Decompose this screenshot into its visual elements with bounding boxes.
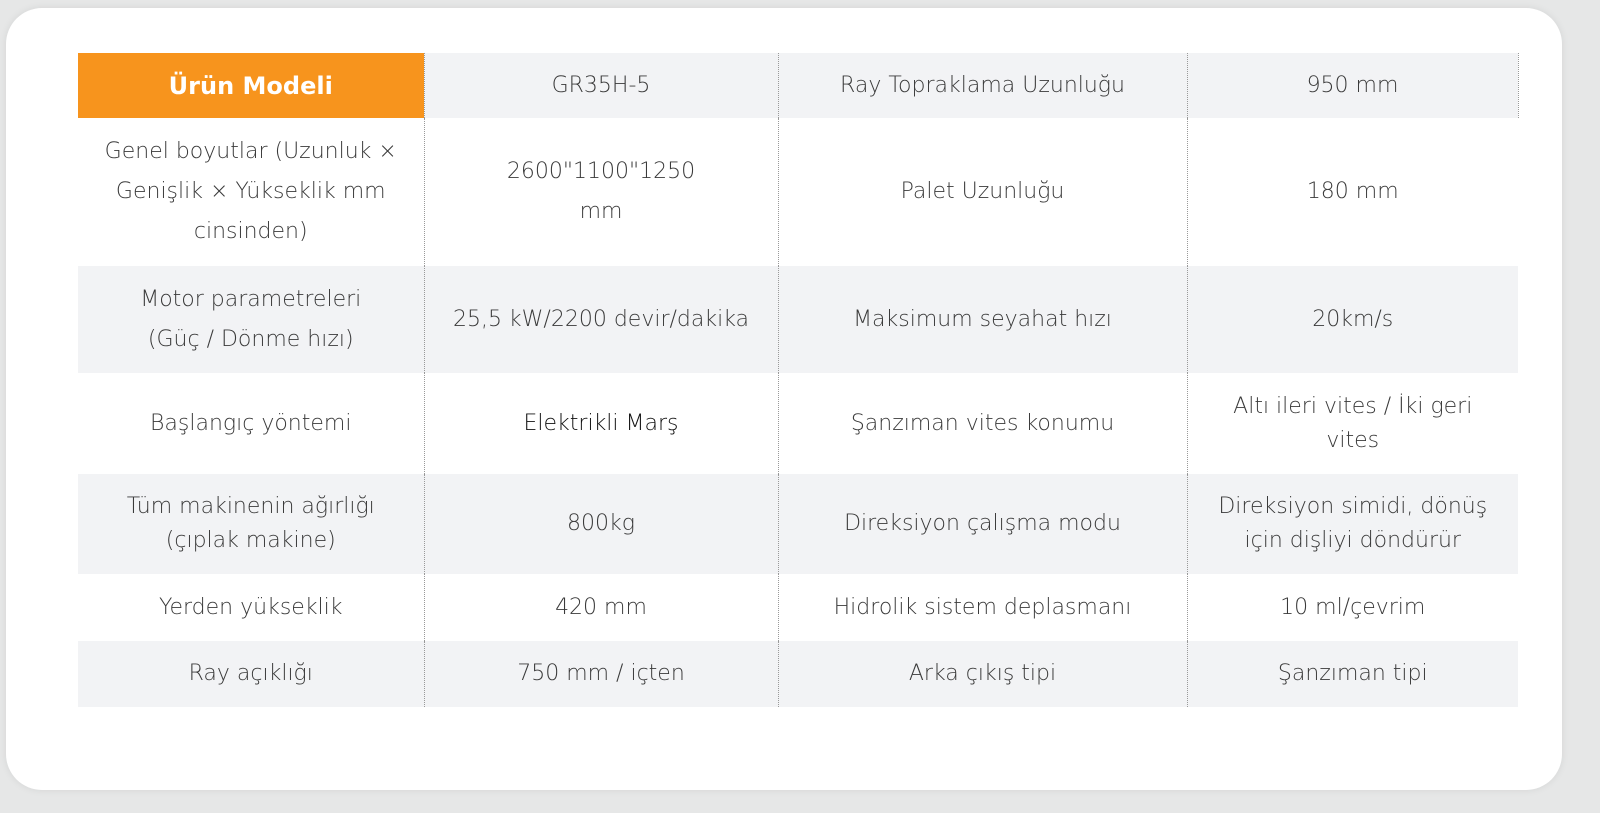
cell-value: 2600"1100"1250 mm bbox=[423, 118, 778, 266]
spec-table: Ürün Modeli GR35H-5 Ray Topraklama Uzunl… bbox=[78, 53, 1519, 707]
cell-label: Palet Uzunluğu bbox=[777, 118, 1187, 266]
cell-label: Hidrolik sistem deplasmanı bbox=[777, 574, 1187, 641]
cell-value: 20km/s bbox=[1186, 266, 1518, 373]
cell-value: 950 mm bbox=[1186, 53, 1519, 118]
cell-value: 420 mm bbox=[423, 574, 778, 641]
cell-value: 10 ml/çevrim bbox=[1186, 574, 1518, 641]
product-model-header: Ürün Modeli bbox=[78, 53, 424, 118]
table-row: Motor parametreleri (Güç / Dönme hızı) 2… bbox=[78, 266, 1518, 373]
cell-value: 800kg bbox=[423, 474, 778, 574]
cell-label: Başlangıç yöntemi bbox=[150, 410, 352, 436]
cell-label: Motor parametreleri (Güç / Dönme hızı) bbox=[78, 266, 424, 373]
cell-value: Şanzıman tipi bbox=[1186, 641, 1518, 707]
spec-card: Ürün Modeli GR35H-5 Ray Topraklama Uzunl… bbox=[6, 8, 1562, 790]
cell-label: Arka çıkış tipi bbox=[777, 641, 1187, 707]
table-row: Başlangıç yöntemi Elektrikli Marş Şanzım… bbox=[78, 373, 1518, 474]
cell-value: 750 mm / içten bbox=[423, 641, 778, 707]
cell-value: Elektrikli Marş bbox=[423, 373, 778, 474]
cell-value: Direksiyon simidi, dönüş için dişliyi dö… bbox=[1186, 474, 1518, 574]
cell-label: Genel boyutlar (Uzunluk × Genişlik × Yük… bbox=[104, 139, 397, 244]
table-row: Genel boyutlar (Uzunluk × Genişlik × Yük… bbox=[78, 118, 1518, 266]
cell-label: Ray açıklığı bbox=[78, 641, 424, 707]
table-row: Yerden yükseklik 420 mm Hidrolik sistem … bbox=[78, 574, 1518, 641]
cell-value: GR35H-5 bbox=[423, 53, 778, 118]
cell-value: Altı ileri vites / İki geri vites bbox=[1186, 373, 1518, 474]
cell-label: Ray Topraklama Uzunluğu bbox=[777, 53, 1187, 118]
cell-value: 25,5 kW/2200 devir/dakika bbox=[423, 266, 778, 373]
cell-label: Şanzıman vites konumu bbox=[777, 373, 1187, 474]
cell-value: 180 mm bbox=[1186, 118, 1518, 266]
cell-label: Yerden yükseklik bbox=[158, 594, 343, 620]
cell-label: Direksiyon çalışma modu bbox=[777, 474, 1187, 574]
table-row: Ürün Modeli GR35H-5 Ray Topraklama Uzunl… bbox=[78, 53, 1519, 118]
cell-label: Tüm makinenin ağırlığı (çıplak makine) bbox=[78, 474, 424, 574]
table-row: Tüm makinenin ağırlığı (çıplak makine) 8… bbox=[78, 474, 1518, 574]
table-row: Ray açıklığı 750 mm / içten Arka çıkış t… bbox=[78, 641, 1518, 707]
cell-label: Maksimum seyahat hızı bbox=[777, 266, 1187, 373]
